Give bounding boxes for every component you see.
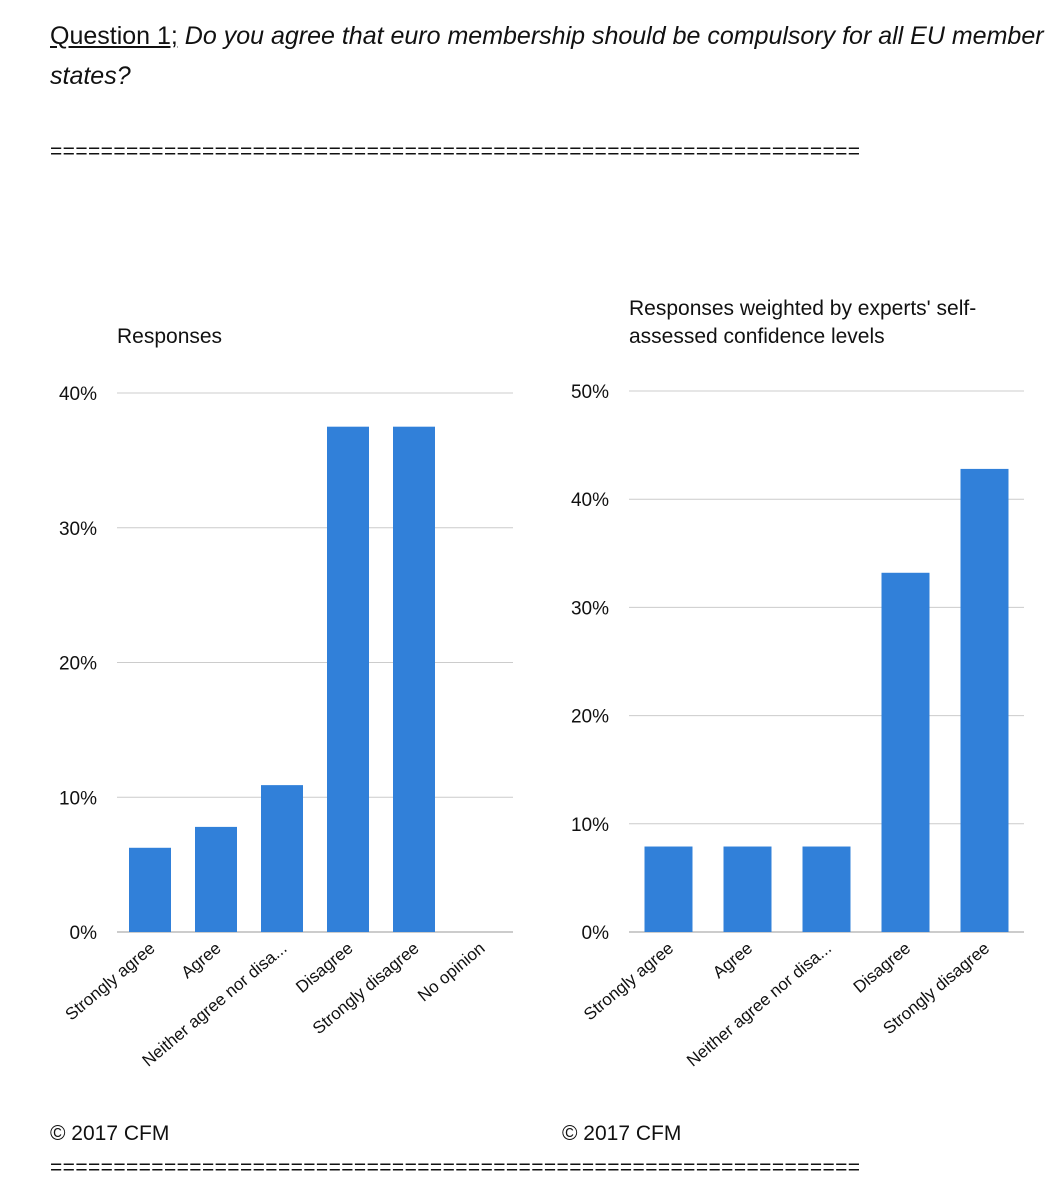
y-tick-label: 10% bbox=[571, 815, 609, 836]
chart-weighted-responses: Responses weighted by experts' self-asse… bbox=[530, 280, 1060, 1110]
bar bbox=[327, 426, 369, 932]
y-tick-label: 30% bbox=[571, 598, 609, 619]
copyright-left: © 2017 CFM bbox=[50, 1122, 170, 1145]
x-tick-label: Neither agree nor disa... bbox=[683, 939, 835, 1071]
bar bbox=[723, 846, 772, 932]
bar bbox=[802, 846, 851, 932]
chart-responses: Responses 0% 10% 20% 30% 40% Strongly agree Ag… bbox=[0, 280, 530, 1110]
chart-weighted-svg: 0% 10% 20% 30% 40% 50% Strongly agree AgreeNeit… bbox=[571, 382, 1024, 1071]
y-tick-label: 0% bbox=[70, 923, 98, 944]
x-tick-label: Disagree bbox=[292, 939, 356, 997]
bar bbox=[960, 468, 1009, 932]
bar bbox=[261, 785, 303, 932]
y-tick-label: 40% bbox=[571, 490, 609, 511]
chart-title-weighted: Responses weighted by experts' self-asse… bbox=[629, 297, 977, 348]
y-tick-label: 30% bbox=[59, 519, 97, 540]
y-tick-label: 20% bbox=[59, 654, 97, 675]
question-heading: Question 1; Do you agree that euro membe… bbox=[50, 16, 1050, 96]
divider-bottom: ========================================… bbox=[50, 1156, 861, 1179]
y-tick-label: 50% bbox=[571, 382, 609, 403]
bar bbox=[195, 826, 237, 932]
question-label: Question 1; bbox=[50, 22, 178, 50]
x-tick-label: Strongly agree bbox=[62, 939, 159, 1025]
y-tick-label: 0% bbox=[582, 923, 610, 944]
chart-title-responses: Responses bbox=[117, 325, 223, 348]
x-tick-label: Disagree bbox=[850, 939, 914, 997]
bar bbox=[644, 846, 693, 932]
chart-responses-svg: 0%10%20%30%40%Strongly agree AgreeNeither… bbox=[59, 384, 513, 1070]
y-tick-label: 10% bbox=[59, 788, 97, 809]
bar bbox=[393, 426, 435, 932]
question-text: Do you agree that euro membership should… bbox=[50, 22, 1044, 90]
copyright-right: © 2017 CFM bbox=[562, 1122, 682, 1145]
x-tick-label: Strongly agree bbox=[580, 939, 677, 1025]
bar bbox=[881, 572, 930, 932]
divider-top: ========================================… bbox=[50, 140, 861, 163]
x-tick-label: Agree bbox=[709, 939, 756, 983]
y-tick-label: 40% bbox=[59, 384, 97, 405]
x-tick-label: Agree bbox=[178, 939, 225, 983]
y-tick-label: 20% bbox=[571, 707, 609, 728]
bar bbox=[129, 847, 171, 932]
x-tick-label: No opinion bbox=[414, 939, 488, 1006]
